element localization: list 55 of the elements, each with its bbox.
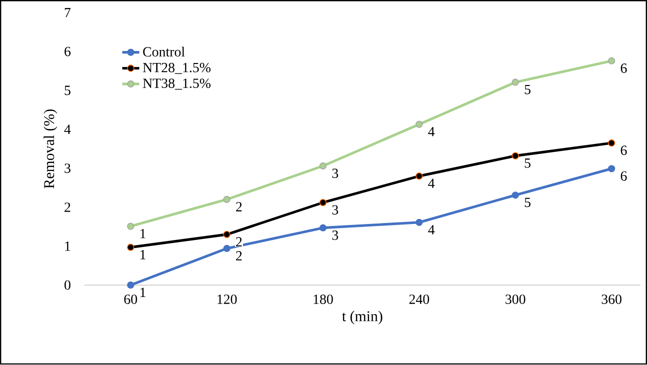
- y-tick-label: 3: [64, 164, 70, 174]
- point: [512, 152, 519, 160]
- annotation: 6: [620, 146, 627, 156]
- annotation: 3: [332, 168, 338, 178]
- point: [416, 219, 423, 226]
- point: [223, 245, 230, 252]
- point: [512, 78, 519, 86]
- legend-label: NT28_1.5%: [142, 63, 210, 74]
- annotation: 1: [140, 288, 146, 298]
- legend-label: Control: [143, 46, 185, 57]
- y-tick-label: 6: [64, 47, 71, 56]
- x-tick-label: 360: [602, 294, 622, 304]
- annotation: 2: [236, 237, 242, 247]
- x-tick-label: 300: [506, 294, 526, 304]
- point: [319, 162, 327, 170]
- annotation: 6: [620, 172, 627, 181]
- x-tick-label: 60: [124, 294, 138, 304]
- legend-label: NT38_1.5%: [142, 78, 210, 90]
- y-tick-label: 1: [65, 242, 70, 251]
- point: [127, 282, 134, 289]
- annotation: 3: [332, 230, 338, 240]
- annotation: 1: [140, 250, 146, 260]
- x-tick-label: 120: [218, 294, 237, 304]
- point: [512, 192, 519, 199]
- point: [127, 222, 134, 230]
- x-tick-label: 240: [409, 294, 430, 304]
- y-axis-title: Removal (%): [44, 110, 58, 189]
- annotation: 2: [236, 251, 242, 261]
- annotation: 5: [524, 158, 530, 168]
- x-tick-label: 180: [314, 294, 333, 304]
- annotation: 3: [332, 205, 338, 215]
- point: [319, 199, 327, 206]
- point: [608, 140, 616, 147]
- y-tick-label: 4: [64, 125, 71, 134]
- annotation: 5: [524, 198, 530, 208]
- annotation: 4: [428, 178, 435, 188]
- annotation: 4: [428, 225, 435, 234]
- point: [127, 244, 134, 252]
- point: [223, 231, 230, 238]
- y-tick-label: 2: [64, 202, 70, 212]
- point: [319, 224, 327, 232]
- point: [608, 165, 616, 172]
- y-tick-label: 7: [64, 8, 71, 18]
- annotation: 2: [236, 202, 242, 212]
- y-tick-label: 5: [64, 86, 70, 96]
- annotation: 6: [620, 64, 627, 74]
- point: [416, 120, 423, 128]
- y-tick-label: 0: [64, 280, 70, 290]
- point: [223, 196, 230, 204]
- x-axis-title: t (min): [342, 311, 382, 325]
- annotation: 5: [524, 85, 530, 94]
- annotation: 4: [428, 127, 435, 136]
- point: [608, 58, 616, 65]
- point: [416, 172, 423, 180]
- annotation: 1: [140, 229, 146, 238]
